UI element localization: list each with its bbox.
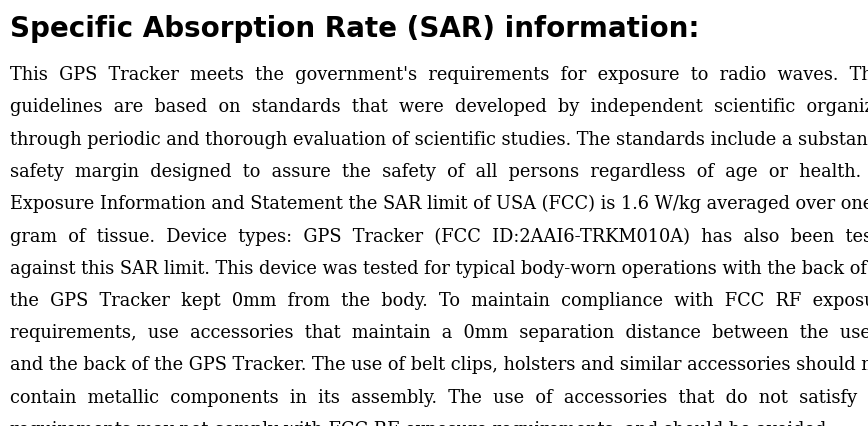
Text: through periodic and thorough evaluation of scientific studies. The standards in: through periodic and thorough evaluation… [10,130,868,148]
Text: Exposure Information and Statement the SAR limit of USA (FCC) is 1.6 W/kg averag: Exposure Information and Statement the S… [10,195,868,213]
Text: contain  metallic  components  in  its  assembly.  The  use  of  accessories  th: contain metallic components in its assem… [10,388,868,406]
Text: safety  margin  designed  to  assure  the  safety  of  all  persons  regardless : safety margin designed to assure the saf… [10,162,868,181]
Text: This  GPS  Tracker  meets  the  government's  requirements  for  exposure  to  r: This GPS Tracker meets the government's … [10,66,868,84]
Text: Specific Absorption Rate (SAR) information:: Specific Absorption Rate (SAR) informati… [10,15,700,43]
Text: against this SAR limit. This device was tested for typical body-worn operations : against this SAR limit. This device was … [10,259,867,277]
Text: the  GPS  Tracker  kept  0mm  from  the  body.  To  maintain  compliance  with  : the GPS Tracker kept 0mm from the body. … [10,291,868,309]
Text: requirements may not comply with FCC RF exposure requirements, and should be avo: requirements may not comply with FCC RF … [10,420,832,426]
Text: and the back of the GPS Tracker. The use of belt clips, holsters and similar acc: and the back of the GPS Tracker. The use… [10,355,868,374]
Text: gram  of  tissue.  Device  types:  GPS  Tracker  (FCC  ID:2AAI6-TRKM010A)  has  : gram of tissue. Device types: GPS Tracke… [10,227,868,245]
Text: requirements,  use  accessories  that  maintain  a  0mm  separation  distance  b: requirements, use accessories that maint… [10,323,868,341]
Text: guidelines  are  based  on  standards  that  were  developed  by  independent  s: guidelines are based on standards that w… [10,98,868,116]
